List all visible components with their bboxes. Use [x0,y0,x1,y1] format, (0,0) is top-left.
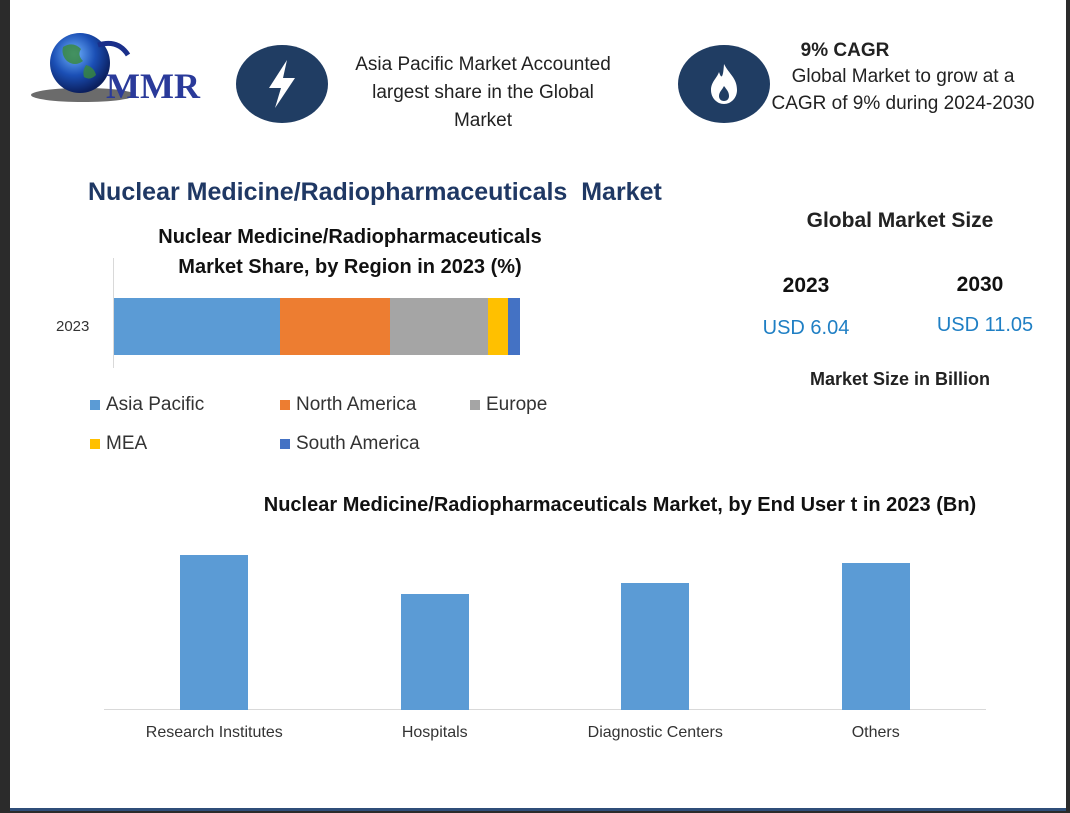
legend-swatch [90,439,100,449]
callout-line: Global Market to grow at a [791,66,1015,87]
legend-label: Europe [486,394,548,415]
region-axis-line [113,258,114,368]
region-category-label: 2023 [56,318,90,335]
region-stacked-bar [114,298,520,355]
category-tick-label: Research Institutes [145,724,283,741]
end-user-chart-title: Nuclear Medicine/Radiopharmaceuticals Ma… [263,494,977,516]
column-bar-others [841,563,910,710]
legend-mea: MEA [90,433,147,455]
lightning-badge [236,45,328,123]
lightning-icon [269,60,295,108]
category-tick-label: Others [851,724,900,741]
main-title: Nuclear Medicine/Radiopharmaceuticals Ma… [88,178,662,206]
column-bar-hospitals [400,594,469,710]
callout-line: Asia Pacific Market Accounted [355,54,611,75]
legend-swatch [470,400,480,410]
value-2023: USD 6.04 [762,317,850,339]
column-bar-research-institutes [180,555,249,710]
bar-segment-europe [390,298,488,355]
bar-segment-south-america [507,298,520,355]
legend-label: Asia Pacific [106,394,205,415]
legend-swatch [90,400,100,410]
legend-swatch [280,439,290,449]
year-2030-label: 2030 [956,273,1004,296]
legend-label: North America [296,394,417,415]
callout-line: CAGR of 9% during 2024-2030 [771,93,1035,114]
callout-line: Market [453,110,513,131]
legend-asia-pacific: Asia Pacific [90,394,204,416]
market-size-heading: Global Market Size [806,209,994,232]
mmr-logo: MMR [28,25,228,110]
logo-text: MMR [106,66,200,106]
end-user-chart-plot [104,540,986,710]
callout-line: largest share in the Global [372,82,594,103]
legend-north-america: North America [280,394,416,416]
chart-title-line: Market Share, by Region in 2023 (%) [178,256,522,278]
asia-pacific-callout: Asia Pacific Market Accounted largest sh… [328,51,638,135]
legend-swatch [280,400,290,410]
globe-icon [31,33,135,102]
legend-label: South America [296,433,420,454]
chart-title-line: Nuclear Medicine/Radiopharmaceuticals [158,226,542,248]
region-chart-title: Nuclear Medicine/Radiopharmaceuticals Ma… [120,222,580,282]
category-tick-label: Diagnostic Centers [587,724,723,741]
bar-segment-mea [487,298,508,355]
bar-segment-asia-pacific [114,298,281,355]
column-bar-diagnostic-centers [621,582,690,710]
legend-label: MEA [106,433,148,454]
end-user-category-labels: Research Institutes Hospitals Diagnostic C… [104,724,986,746]
legend-south-america: South America [280,433,420,455]
value-2030: USD 11.05 [936,314,1034,336]
flame-badge [678,45,770,123]
infographic-canvas: MMR Asia Pacific Market Accounted larges… [10,0,1066,811]
cagr-callout: Global Market to grow at a CAGR of 9% du… [762,63,1044,117]
bar-segment-north-america [280,298,391,355]
legend-europe: Europe [470,394,547,416]
market-size-unit-note: Market Size in Billion [809,369,991,389]
category-tick-label: Hospitals [401,724,468,741]
cagr-heading: 9% CAGR [800,40,890,61]
year-2023-label: 2023 [782,274,830,297]
x-axis-line [104,709,986,710]
flame-icon [711,64,737,104]
